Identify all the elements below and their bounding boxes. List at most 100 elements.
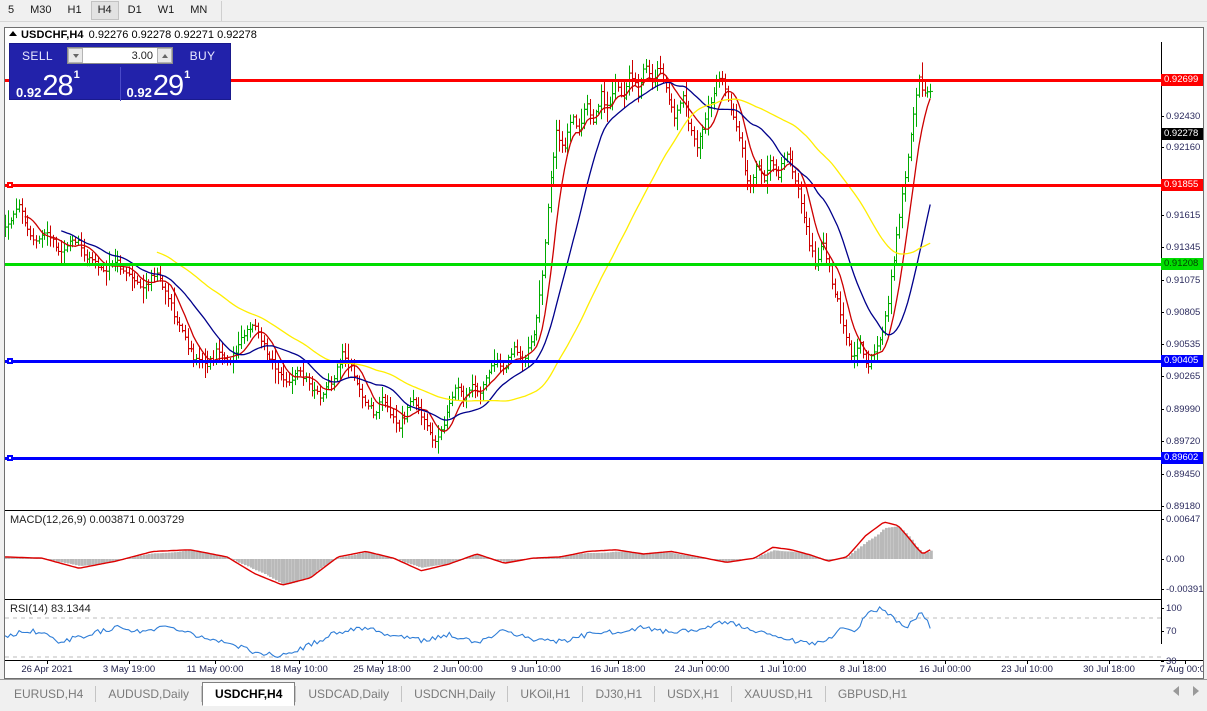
chart-tab-gbpusd-h1[interactable]: GBPUSD,H1: [837, 687, 908, 701]
price-tick-090265: 0.90265: [1161, 371, 1203, 383]
price-tick-092699[interactable]: 0.92699: [1161, 74, 1203, 86]
volume-increase-button[interactable]: [157, 48, 172, 63]
chart-tab-ukoil-h1[interactable]: UKOil,H1: [520, 687, 571, 701]
level-line-resistance-lower[interactable]: [5, 182, 1203, 188]
time-axis-label: 1 Jul 10:00: [759, 664, 807, 675]
level-drag-handle[interactable]: [7, 358, 13, 364]
time-axis-label: 3 May 19:00: [102, 664, 156, 675]
tab-divider: [95, 686, 97, 702]
level-line-entry-line[interactable]: [5, 263, 1203, 266]
price-tick-090805: 0.90805: [1161, 307, 1203, 319]
price-tick-092160: 0.92160: [1161, 142, 1203, 154]
price-tick-000647: 0.00647: [1161, 514, 1203, 526]
time-axis-tick: [382, 661, 383, 664]
level-drag-handle[interactable]: [7, 182, 13, 188]
volume-input[interactable]: 3.00: [131, 49, 153, 62]
trade-panel-top-row: SELL 3.00 BUY: [10, 44, 230, 67]
macd-plot-area[interactable]: [5, 511, 1161, 598]
chart-tab-usdcnh-daily[interactable]: USDCNH,Daily: [414, 687, 496, 701]
price-tick-090405[interactable]: 0.90405: [1161, 355, 1203, 367]
chart-tab-usdcad-daily[interactable]: USDCAD,Daily: [308, 687, 390, 701]
chart-window: USDCHF,H4 0.92276 0.92278 0.92271 0.92278…: [4, 27, 1204, 679]
sell-button[interactable]: SELL: [22, 48, 53, 63]
buy-price-main: 29: [152, 70, 184, 102]
scroll-left-icon[interactable]: [1173, 686, 1179, 696]
price-tick-092278[interactable]: 0.92278: [1161, 128, 1203, 140]
price-scale[interactable]: 0.92699 0.92430 0.92278 0.92160 0.91855 0.916…: [1161, 42, 1203, 678]
tab-divider: [507, 686, 509, 702]
price-tick-0: 0: [1161, 677, 1203, 678]
price-tick-091208[interactable]: 0.91208: [1161, 258, 1203, 270]
collapse-triangle-icon[interactable]: [9, 31, 17, 36]
scroll-right-icon[interactable]: [1193, 686, 1199, 696]
tab-divider: [654, 686, 656, 702]
buy-button[interactable]: BUY: [189, 48, 216, 63]
volume-decrease-button[interactable]: [68, 48, 83, 63]
time-axis-label: 23 Jul 10:00: [1001, 664, 1053, 675]
price-tick-091615: 0.91615: [1161, 210, 1203, 222]
level-drag-handle[interactable]: [7, 455, 13, 461]
chart-tab-xauusd-h1[interactable]: XAUUSD,H1: [744, 687, 813, 701]
price-tick-089602[interactable]: 0.89602: [1161, 452, 1203, 464]
chart-ohlc-values: 0.92276 0.92278 0.92271 0.92278: [88, 29, 257, 41]
timeframe-d1[interactable]: D1: [127, 4, 142, 16]
chart-tab-eurusd-h4[interactable]: EURUSD,H4: [14, 687, 84, 701]
sell-price-cell[interactable]: 0.92 28 1: [10, 67, 120, 101]
buy-price-prefix: 0.92: [126, 85, 152, 100]
chart-tab-dj30-h1[interactable]: DJ30,H1: [595, 687, 643, 701]
tab-divider: [295, 686, 297, 702]
time-axis-label: 16 Jun 18:00: [590, 664, 646, 675]
price-tick-091075: 0.91075: [1161, 275, 1203, 287]
chart-symbol-label: USDCHF,H4: [21, 29, 84, 41]
time-axis-tick: [1027, 661, 1028, 664]
tab-divider: [731, 686, 733, 702]
price-tick-089990: 0.89990: [1161, 404, 1203, 416]
time-axis-tick: [47, 661, 48, 664]
sell-price-pip: 1: [73, 69, 80, 81]
price-tick-091855[interactable]: 0.91855: [1161, 179, 1203, 191]
timeframe-w1[interactable]: W1: [157, 4, 175, 16]
time-axis-label: 16 Jul 00:00: [919, 664, 971, 675]
timeframe-5[interactable]: 5: [8, 4, 15, 16]
time-axis-label: 25 May 18:00: [353, 664, 411, 675]
time-axis-tick: [536, 661, 537, 664]
timeframe-h1[interactable]: H1: [67, 4, 82, 16]
timeframe-mn[interactable]: MN: [190, 4, 208, 16]
time-axis-tick: [945, 661, 946, 664]
toolbar-divider: [221, 0, 223, 21]
time-axis-label: 7 Aug 00:00: [1159, 664, 1203, 675]
time-axis-tick: [1185, 661, 1186, 664]
rsi-plot-area[interactable]: [5, 600, 1161, 678]
one-click-trading-panel: SELL 3.00 BUY 0.92 28 1 0.92 29 1: [9, 43, 231, 102]
chevron-up-icon: [161, 53, 168, 58]
price-plot-area[interactable]: [5, 42, 1161, 508]
chart-tab-audusd-daily[interactable]: AUDUSD,Daily: [108, 687, 190, 701]
price-tick-089720: 0.89720: [1161, 436, 1203, 448]
macd-series-svg: [5, 521, 933, 586]
timeframe-m30[interactable]: M30: [30, 4, 52, 16]
price-tick-092430: 0.92430: [1161, 111, 1203, 123]
price-tick-090535: 0.90535: [1161, 339, 1203, 351]
time-axis-label: 2 Jun 00:00: [433, 664, 483, 675]
macd-pane: MACD(12,26,9) 0.003871 0.003729: [5, 510, 1203, 598]
chart-tab-usdchf-h4[interactable]: USDCHF,H4: [202, 682, 296, 706]
chart-tab-usdx-h1[interactable]: USDX,H1: [667, 687, 720, 701]
time-axis-tick: [783, 661, 784, 664]
level-line-resistance-upper[interactable]: [5, 79, 1203, 82]
price-pane: [5, 42, 1203, 508]
volume-stepper[interactable]: 3.00: [67, 47, 173, 64]
level-line-support-lower[interactable]: [5, 455, 1203, 461]
tab-divider: [824, 686, 826, 702]
time-axis-label: 8 Jul 18:00: [839, 664, 887, 675]
level-line-support-upper[interactable]: [5, 358, 1203, 364]
timeframe-h4[interactable]: H4: [90, 1, 119, 20]
rsi-series-svg: [5, 605, 1161, 658]
tab-divider: [582, 686, 584, 702]
price-tick-089180: 0.89180: [1161, 501, 1203, 513]
price-tick-089450: 0.89450: [1161, 469, 1203, 481]
timeframe-toolbar: 5 M30 H1 H4 D1 W1 MN: [0, 0, 1207, 22]
time-axis-label: 11 May 00:00: [186, 664, 244, 675]
time-axis-tick: [215, 661, 216, 664]
price-tick-0003918: -0.003918: [1161, 584, 1203, 596]
buy-price-cell[interactable]: 0.92 29 1: [119, 67, 231, 102]
